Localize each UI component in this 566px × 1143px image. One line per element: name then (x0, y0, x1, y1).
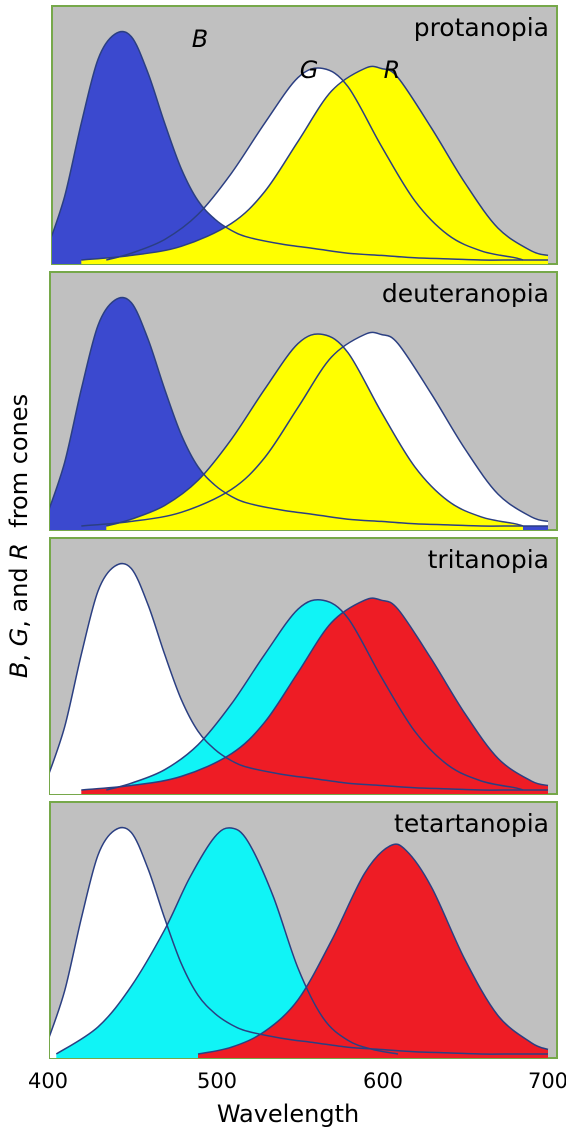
panel-title: protanopia (414, 13, 549, 42)
curve-R (197, 843, 549, 1055)
panel-tritanopia: tritanopia (49, 537, 558, 795)
curve-R (81, 597, 549, 791)
curve-G (106, 598, 524, 791)
curve-label-B: B (192, 25, 208, 53)
plot-area (50, 562, 549, 794)
y-axis-title-part: R (5, 543, 33, 560)
x-tick-label-700: 700 (528, 1069, 566, 1093)
curve-G (55, 827, 399, 1055)
curve-B (52, 30, 548, 261)
curve-label-R: R (384, 56, 401, 84)
panel-deuteranopia: deuteranopia (49, 271, 558, 531)
plot-area (50, 826, 549, 1058)
curve-B (50, 562, 548, 791)
plot-area (50, 296, 549, 530)
x-tick-label-400: 400 (28, 1069, 68, 1093)
x-axis: 400 500 600 700 Wavelength (28, 1069, 566, 1128)
fill-B (52, 31, 548, 264)
curve-label-G: G (300, 56, 319, 84)
plot-area (52, 30, 549, 264)
fill-R (81, 66, 548, 264)
y-axis-title-part: B (5, 662, 33, 678)
curve-G (106, 67, 524, 261)
y-axis-title-part: from cones (5, 394, 33, 543)
panel-title: tetartanopia (394, 809, 549, 838)
curve-underlay-B (50, 563, 548, 794)
panel-protanopia: protanopia B G R (51, 5, 558, 265)
panel-title: tritanopia (428, 545, 549, 574)
curve-R (81, 65, 549, 261)
x-tick-label-500: 500 (197, 1069, 237, 1093)
x-axis-title: Wavelength (217, 1100, 359, 1128)
fill-B (50, 297, 548, 530)
y-axis-title: B, G, and R from cones (5, 394, 33, 678)
y-axis-title-part: , and (5, 560, 33, 628)
panel-title: deuteranopia (382, 279, 549, 308)
curve-G (106, 333, 524, 527)
y-axis-title-part: , (5, 646, 33, 661)
x-tick-label-600: 600 (363, 1069, 403, 1093)
panel-tetartanopia: tetartanopia (49, 801, 558, 1059)
curve-R (81, 331, 549, 527)
y-axis-title-part: G (5, 628, 33, 647)
fill-R (198, 844, 548, 1058)
fill-R (81, 598, 548, 794)
curve-B (50, 296, 548, 527)
curve-B (50, 826, 548, 1055)
